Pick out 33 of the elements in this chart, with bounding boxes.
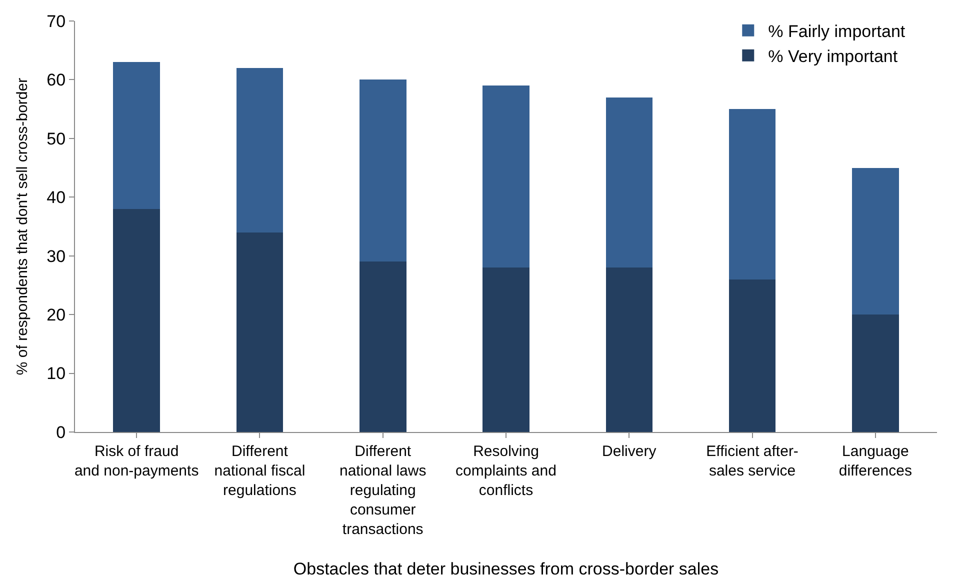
bar (482, 86, 530, 268)
bar (359, 262, 406, 432)
bar (852, 314, 899, 432)
bar (113, 62, 160, 209)
bar (606, 97, 653, 268)
y-tick-label: 10 (46, 364, 66, 384)
y-tick-label: 70 (46, 12, 66, 31)
y-tick-label: 40 (46, 188, 66, 208)
y-tick-label: 20 (46, 306, 66, 325)
x-tick-label: Resolving complaints and conflicts (456, 443, 556, 499)
y-tick-label: 30 (46, 246, 66, 266)
y-tick-label: 60 (46, 70, 66, 90)
bar (236, 68, 284, 232)
y-axis-title: % of respondents that don't sell cross-border (14, 78, 31, 376)
x-tick-label: Different national laws regulating consumer transactions (340, 443, 426, 538)
bar (606, 268, 653, 432)
x-tick-label: Language differences (838, 443, 912, 480)
x-tick-label: Efficient after-sales service (706, 443, 798, 480)
x-tick-label: Delivery (602, 443, 657, 460)
x-axis-title: Obstacles that deter businesses from cross-border sales (293, 559, 719, 578)
y-tick-label: 0 (56, 422, 66, 442)
x-tick-label: Risk of fraud and non-payments (74, 443, 199, 480)
bar (852, 168, 899, 315)
bar (728, 279, 776, 432)
bar (359, 80, 406, 262)
y-tick-label: 50 (46, 129, 66, 148)
x-tick-label: Different national fiscal regulations (214, 443, 306, 499)
bar (236, 232, 284, 432)
bar (482, 268, 530, 432)
legend-label: % Fairly important (768, 22, 906, 41)
bar (113, 208, 160, 432)
bar (728, 109, 776, 280)
legend-label: % Very important (768, 47, 898, 66)
